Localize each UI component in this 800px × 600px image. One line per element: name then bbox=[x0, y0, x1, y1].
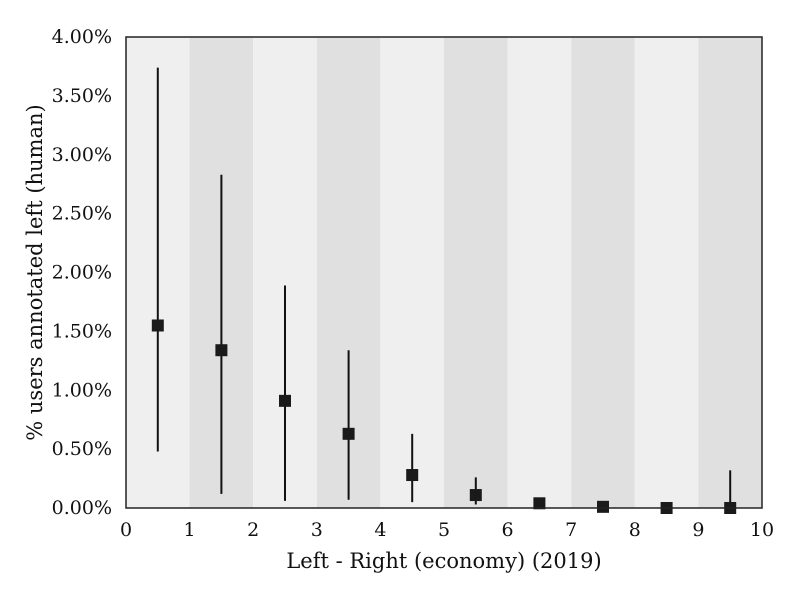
x-tick-label: 2 bbox=[247, 519, 259, 541]
data-point bbox=[533, 497, 546, 510]
x-axis-label: Left - Right (economy) (2019) bbox=[286, 549, 601, 573]
y-axis-ticks: 0.00% 0.50% 1.00% 1.50% 2.00% 2.50% 3.00% 3.50%… bbox=[52, 26, 112, 519]
background-band bbox=[634, 37, 699, 508]
x-tick-label: 5 bbox=[438, 519, 450, 541]
background-band bbox=[380, 37, 444, 508]
error-bars bbox=[156, 67, 732, 508]
background-band bbox=[571, 37, 635, 508]
x-tick-label: 6 bbox=[502, 519, 514, 541]
x-tick-label: 3 bbox=[311, 519, 323, 541]
x-axis-ticks: 0 1 2 3 4 5 6 7 8 9 10 bbox=[120, 519, 774, 541]
x-tick-label: 1 bbox=[184, 519, 196, 541]
data-point bbox=[279, 394, 291, 407]
data-point bbox=[597, 500, 609, 513]
y-tick-label: 2.00% bbox=[52, 262, 112, 284]
background-band bbox=[507, 37, 572, 508]
y-axis-label: % users annotated left (human) bbox=[23, 104, 47, 440]
background-bands bbox=[126, 37, 762, 508]
y-tick-label: 3.50% bbox=[52, 85, 112, 107]
y-tick-label: 3.00% bbox=[52, 144, 112, 166]
x-tick-label: 0 bbox=[120, 519, 132, 541]
y-tick-label: 0.00% bbox=[52, 497, 112, 519]
plot-frame bbox=[125, 36, 763, 509]
x-tick-label: 4 bbox=[374, 519, 386, 541]
y-tick-label: 4.00% bbox=[52, 26, 112, 48]
background-band bbox=[698, 37, 762, 508]
background-band bbox=[444, 37, 508, 508]
x-tick-label: 8 bbox=[629, 519, 641, 541]
y-tick-label: 1.50% bbox=[52, 320, 112, 342]
data-point bbox=[406, 469, 419, 482]
y-tick-label: 0.50% bbox=[52, 438, 112, 460]
x-tick-label: 7 bbox=[565, 519, 577, 541]
data-point bbox=[151, 319, 164, 332]
data-point bbox=[342, 427, 355, 440]
y-tick-label: 2.50% bbox=[52, 203, 112, 225]
x-tick-label: 9 bbox=[692, 519, 704, 541]
data-point bbox=[469, 489, 482, 502]
y-tick-label: 1.00% bbox=[52, 379, 112, 401]
x-tick-label: 10 bbox=[750, 519, 774, 541]
data-point bbox=[215, 344, 228, 357]
